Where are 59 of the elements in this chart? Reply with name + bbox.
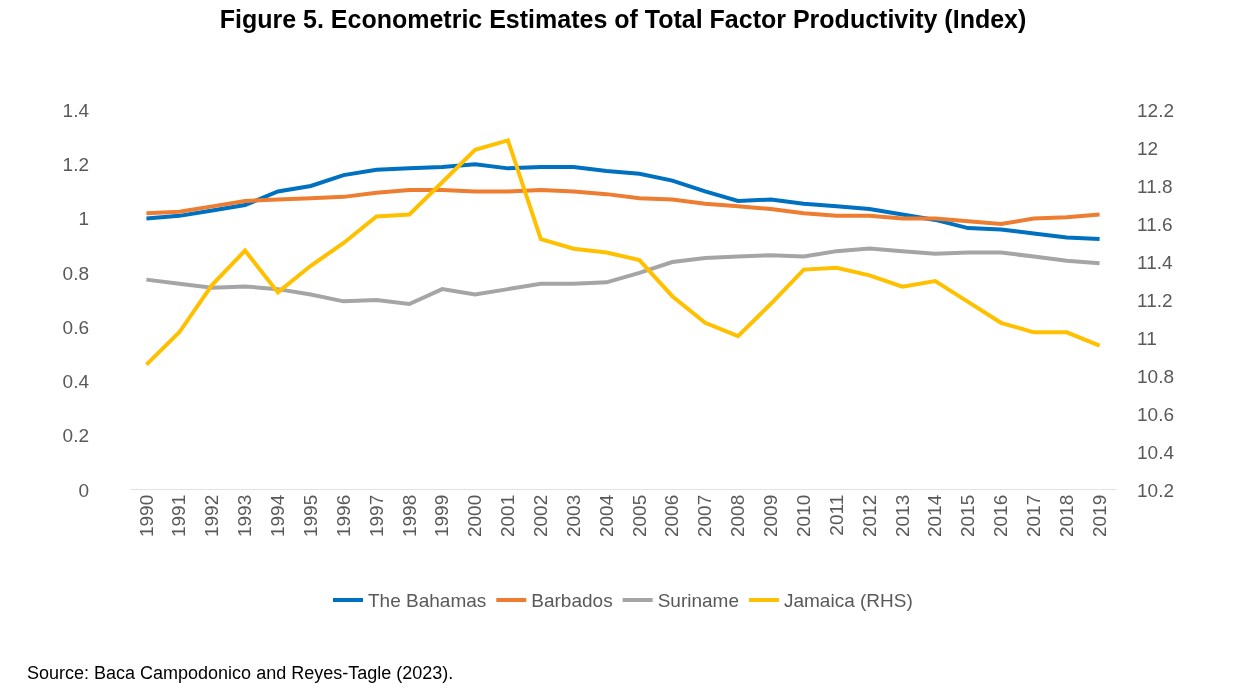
x-tick-label: 2002 <box>530 494 552 538</box>
x-tick-label: 2013 <box>891 494 913 538</box>
y2-tick-label: 12 <box>1137 137 1159 159</box>
legend-label: Suriname <box>657 590 739 612</box>
x-tick-label: 2004 <box>595 494 617 538</box>
x-tick-label: 2011 <box>825 494 847 536</box>
y2-tick-label: 11 <box>1137 327 1157 349</box>
y2-tick-label: 11.4 <box>1137 251 1173 273</box>
y2-tick-label: 11.8 <box>1137 175 1173 197</box>
y-tick-label: 1.2 <box>62 153 89 175</box>
x-tick-label: 1999 <box>431 494 453 538</box>
x-tick-label: 2009 <box>760 494 782 538</box>
x-tick-label: 2014 <box>924 494 946 538</box>
line-series <box>144 188 1102 226</box>
x-tick-label: 1996 <box>332 494 354 538</box>
y-tick-label: 0.6 <box>62 316 89 338</box>
source-note: Source: Baca Campodonico and Reyes-Tagle (2023). <box>27 663 454 683</box>
x-tick-label: 1998 <box>398 494 420 538</box>
x-tick-label: 1997 <box>365 494 387 538</box>
line-series <box>144 162 1102 241</box>
legend-label: The Bahamas <box>368 590 487 612</box>
x-tick-label: 2008 <box>727 494 749 538</box>
chart-title: Figure 5. Econometric Estimates of Total Factor Productivity (Index) <box>219 4 1027 33</box>
y2-tick-label: 10.4 <box>1137 441 1175 463</box>
x-tick-label: 2017 <box>1023 494 1045 538</box>
x-tick-label: 2018 <box>1055 494 1077 538</box>
y-tick-label: 0 <box>78 479 89 501</box>
y2-tick-label: 10.6 <box>1137 403 1174 425</box>
line-series <box>144 138 1102 367</box>
y-tick-label: 0.4 <box>62 371 90 393</box>
y2-tick-label: 10.8 <box>1137 365 1174 387</box>
line-series <box>144 246 1102 307</box>
x-tick-label: 2015 <box>957 494 979 538</box>
x-tick-label: 1995 <box>299 494 321 538</box>
x-tick-label: 1994 <box>267 494 289 538</box>
x-tick-label: 2016 <box>990 494 1012 538</box>
x-tick-label: 1992 <box>201 494 223 538</box>
y-tick-label: 1.4 <box>62 99 90 121</box>
legend-label: Barbados <box>531 590 613 612</box>
x-tick-label: 2010 <box>792 494 814 538</box>
y-tick-label: 0.2 <box>62 425 89 447</box>
x-tick-label: 2001 <box>497 494 519 538</box>
y-tick-label: 1 <box>78 208 89 230</box>
y2-tick-label: 11.2 <box>1137 289 1173 311</box>
x-tick-label: 2019 <box>1088 494 1110 538</box>
x-tick-label: 1990 <box>135 494 157 538</box>
x-tick-label: 2005 <box>628 494 650 538</box>
x-tick-label: 2000 <box>464 494 486 538</box>
legend-label: Jamaica (RHS) <box>783 590 913 612</box>
y2-tick-label: 12.2 <box>1137 99 1174 121</box>
x-tick-label: 1993 <box>234 494 256 538</box>
x-tick-label: 2007 <box>694 494 716 538</box>
y-tick-label: 0.8 <box>62 262 89 284</box>
y2-tick-label: 11.6 <box>1137 213 1173 235</box>
x-tick-label: 2003 <box>562 494 584 538</box>
x-tick-label: 2012 <box>858 494 880 538</box>
x-tick-label: 1991 <box>168 494 190 538</box>
x-tick-label: 2006 <box>661 494 683 538</box>
y2-tick-label: 10.2 <box>1137 479 1174 501</box>
